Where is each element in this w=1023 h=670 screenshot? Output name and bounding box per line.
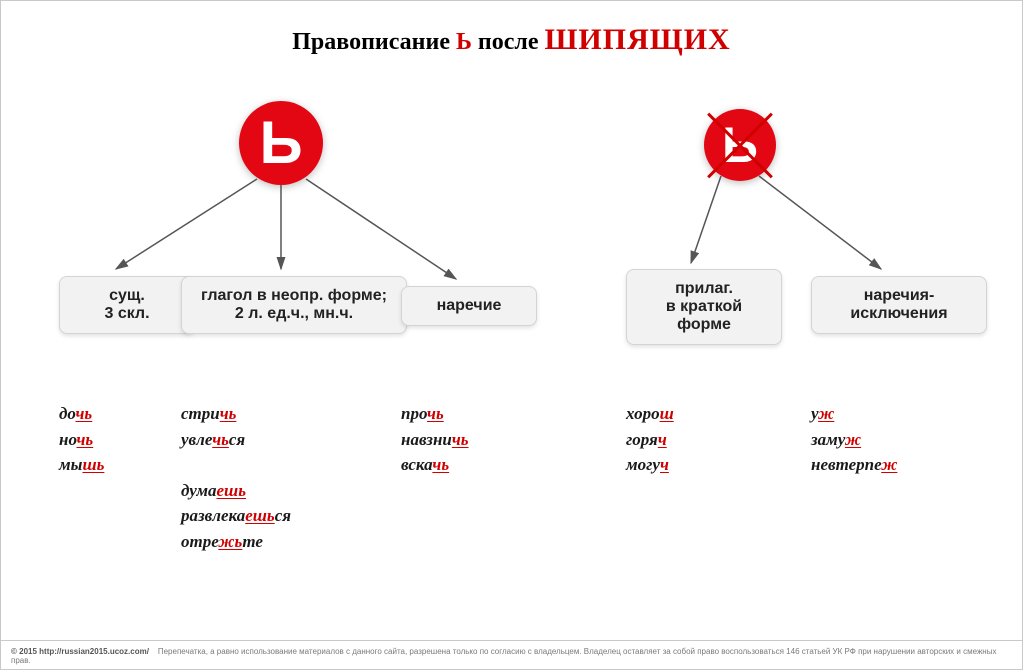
highlight: чь (427, 404, 444, 423)
circle-letter-yes: Ь (259, 113, 302, 173)
example-word: думаешь (181, 478, 291, 504)
category-line: 3 скл. (72, 305, 182, 323)
highlight: ч (658, 430, 667, 449)
example-word: ночь (59, 427, 104, 453)
example-word: увлечься (181, 427, 291, 453)
title-part-2: Ь (456, 29, 472, 55)
example-word: замуж (811, 427, 897, 453)
highlight: чь (220, 404, 237, 423)
diagram-page: Правописание Ь после ШИПЯЩИХ Ь Ь сущ.3 с… (0, 0, 1023, 670)
example-word: могуч (626, 452, 674, 478)
highlight: ж (845, 430, 861, 449)
highlight: жь (218, 532, 242, 551)
title-part-4: ШИПЯЩИХ (544, 23, 730, 56)
category-line: исключения (824, 305, 974, 323)
category-line: наречие (414, 297, 524, 315)
highlight: чь (76, 404, 93, 423)
highlight: ж (881, 455, 897, 474)
category-box5: наречия-исключения (811, 276, 987, 334)
arrow (306, 179, 456, 279)
footer-note: Перепечатка, а равно использование матер… (11, 647, 996, 665)
example-word: уж (811, 401, 897, 427)
category-box2: глагол в неопр. форме;2 л. ед.ч., мн.ч. (181, 276, 407, 334)
example-word: стричь (181, 401, 291, 427)
category-box4: прилаг.в краткойформе (626, 269, 782, 345)
arrow (759, 176, 881, 269)
highlight: чь (77, 430, 94, 449)
example-word: невтерпеж (811, 452, 897, 478)
example-column-4: ужзамужневтерпеж (811, 401, 897, 478)
category-line: глагол в неопр. форме; (194, 287, 394, 305)
example-column-1: стричьувлечься думаешьразвлекаешьсяотреж… (181, 401, 291, 554)
highlight: ч (660, 455, 669, 474)
highlight: ш (660, 404, 674, 423)
category-box1: сущ.3 скл. (59, 276, 195, 334)
title-part-1: Правописание (292, 29, 450, 55)
example-word: прочь (401, 401, 469, 427)
example-column-2: прочьнавзничьвскачь (401, 401, 469, 478)
category-box3: наречие (401, 286, 537, 326)
arrows-layer (1, 1, 1023, 670)
category-line: наречия- (824, 287, 974, 305)
example-word: развлекаешься (181, 503, 291, 529)
highlight: ж (818, 404, 834, 423)
category-line: сущ. (72, 287, 182, 305)
example-word: вскачь (401, 452, 469, 478)
circle-soft-sign-no: Ь (704, 109, 776, 181)
example-word: отрежьте (181, 529, 291, 555)
category-line: в краткой (639, 298, 769, 316)
highlight: шь (82, 455, 104, 474)
footer-copyright: © 2015 http://russian2015.ucoz.com/ (11, 647, 149, 656)
page-title: Правописание Ь после ШИПЯЩИХ (1, 1, 1022, 57)
highlight: ешь (245, 506, 274, 525)
example-word: навзничь (401, 427, 469, 453)
highlight: чь (212, 430, 229, 449)
example-word (181, 452, 291, 478)
arrow (691, 176, 721, 263)
circle-soft-sign-yes: Ь (239, 101, 323, 185)
category-line: 2 л. ед.ч., мн.ч. (194, 305, 394, 323)
footer: © 2015 http://russian2015.ucoz.com/ Пере… (1, 640, 1022, 669)
category-line: прилаг. (639, 280, 769, 298)
example-word: дочь (59, 401, 104, 427)
category-line: форме (639, 316, 769, 334)
example-column-0: дочьночьмышь (59, 401, 104, 478)
title-part-3: после (478, 29, 539, 55)
example-word: горяч (626, 427, 674, 453)
highlight: чь (432, 455, 449, 474)
example-word: хорош (626, 401, 674, 427)
highlight: чь (452, 430, 469, 449)
example-word: мышь (59, 452, 104, 478)
highlight: ешь (216, 481, 245, 500)
example-column-3: хорошгорячмогуч (626, 401, 674, 478)
arrow (116, 179, 257, 269)
